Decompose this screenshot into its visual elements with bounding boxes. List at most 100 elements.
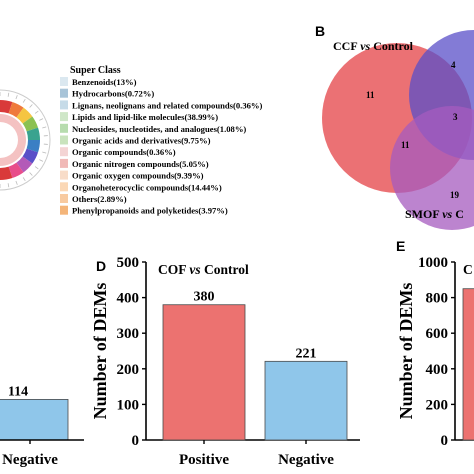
bar-value-label: 221: [296, 346, 317, 361]
donut-tick: [15, 180, 18, 185]
donut-outer-ring: [0, 89, 51, 191]
y-tick-label: 500: [117, 255, 140, 271]
donut-segment: [16, 156, 33, 173]
legend-label: Organic oxygen compounds(9.39%): [72, 171, 204, 181]
venn-label-smof: SMOF vs C: [405, 207, 464, 221]
chart-title: C: [463, 262, 473, 277]
panel-letter-b: B: [315, 23, 325, 39]
x-tick-label: Negative: [278, 452, 334, 468]
legend-swatch: [60, 112, 68, 122]
venn-count-ccf-smof: 11: [401, 140, 410, 150]
venn-label-part: C: [452, 207, 464, 221]
venn-count-ccf-only: 11: [366, 90, 375, 100]
panel-letter-d: D: [96, 258, 106, 274]
legend-swatch: [60, 88, 68, 98]
venn-label-part: vs: [442, 207, 452, 221]
legend-label: Organoheterocyclic compounds(14.44%): [72, 182, 222, 192]
legend-swatch: [60, 100, 68, 110]
panel-letter-e: E: [396, 238, 405, 254]
y-axis-label: Number of DEMs: [90, 283, 110, 420]
legend-swatch: [60, 194, 68, 203]
venn-label-part: SMOF: [405, 207, 442, 221]
panel-c: 114 Negative: [0, 384, 84, 468]
panel-b: B CCF vs Control SMOF vs C 11 4 3 11 19: [315, 23, 474, 230]
venn-label-part: Control: [370, 39, 413, 53]
donut-tick: [39, 118, 44, 121]
legend-swatch: [60, 158, 68, 168]
y-tick-label: 800: [426, 291, 449, 307]
legend-swatch: [60, 135, 68, 145]
donut-tick: [42, 126, 47, 129]
chart-title-part: vs: [189, 262, 200, 277]
legend-label: Lipids and lipid-like molecules(38.99%): [72, 112, 218, 122]
donut-tick: [34, 166, 39, 170]
donut-tick: [29, 172, 33, 176]
bar: [462, 288, 474, 441]
legend-swatch: [60, 182, 68, 192]
panel-d: D 0 100 200 300 400 500 Number of DEMs 380 Posit…: [90, 255, 360, 468]
donut-tick: [42, 151, 47, 154]
bar: [264, 360, 348, 441]
donut-segment: [16, 107, 33, 124]
x-tick-label: Negative: [2, 452, 58, 468]
chart-title: COF vs Control: [158, 262, 249, 277]
legend-label: Organic acids and derivatives(9.75%): [72, 136, 211, 146]
y-tick-label: 100: [117, 397, 140, 413]
chart-title-part: COF: [158, 262, 189, 277]
legend-swatch: [60, 170, 68, 180]
venn-label-ccf: CCF vs Control: [333, 39, 414, 53]
legend-label: Nucleosides, nucleotides, and analogues(…: [72, 124, 246, 134]
y-tick-label: 0: [441, 433, 449, 449]
donut-segment: [22, 116, 39, 132]
y-tick-label: 200: [117, 362, 140, 378]
legend-swatch: [60, 123, 68, 133]
donut-segment: [0, 166, 13, 180]
legend-label: Others(2.89%): [72, 194, 127, 204]
legend-label: Lignans, neolignans and related compound…: [72, 100, 263, 110]
legend-swatch: [60, 147, 68, 157]
y-tick-label: 600: [426, 326, 449, 342]
donut-tick: [15, 95, 18, 100]
chart-title-part: C: [463, 262, 473, 277]
panel-a: Super Class Benzenoids(13%) Hydrocarbons(…: [0, 65, 263, 216]
donut-segment: [8, 101, 24, 118]
legend-label: Organic compounds(0.36%): [72, 147, 176, 157]
donut-tick: [7, 183, 10, 188]
donut-chart: [0, 89, 51, 191]
venn-set-smof: [390, 106, 474, 230]
venn-label-part: CCF: [333, 39, 360, 53]
donut-inner-ring: [0, 114, 26, 166]
bar-value-label: 114: [8, 384, 28, 399]
y-tick-label: 1000: [418, 255, 448, 271]
donut-segment: [0, 100, 13, 114]
y-tick-label: 0: [132, 433, 140, 449]
donut-segment: [26, 140, 40, 153]
venn-label-part: vs: [360, 39, 370, 53]
legend-swatch: [60, 77, 68, 86]
x-tick-label: Positive: [179, 452, 229, 468]
y-tick-label: 400: [117, 291, 140, 307]
legend-title: Super Class: [70, 65, 121, 76]
legend: Super Class Benzenoids(13%) Hydrocarbons(…: [60, 65, 263, 216]
legend-swatch: [60, 205, 68, 215]
venn-count-smof-only: 19: [450, 190, 460, 200]
legend-label: Phenylpropanoids and polyketides(3.97%): [72, 206, 228, 216]
y-axis-label: Number of DEMs: [396, 283, 416, 420]
chart-title-part: Control: [201, 262, 249, 277]
donut-segment: [8, 162, 24, 179]
venn-count-center: 3: [453, 112, 458, 122]
donut-segment: [26, 127, 40, 140]
legend-label: Organic nitrogen compounds(5.05%): [72, 159, 209, 169]
legend-label: Benzenoids(13%): [72, 77, 137, 87]
bar-value-label: 380: [194, 290, 215, 305]
bar: [162, 304, 246, 441]
donut-tick: [29, 104, 33, 108]
donut-segment: [22, 148, 39, 164]
donut-tick: [22, 177, 26, 182]
y-tick-label: 300: [117, 326, 140, 342]
donut-tick: [22, 98, 26, 103]
bar: [0, 399, 69, 441]
legend-label: Hydrocarbons(0.72%): [72, 89, 154, 99]
